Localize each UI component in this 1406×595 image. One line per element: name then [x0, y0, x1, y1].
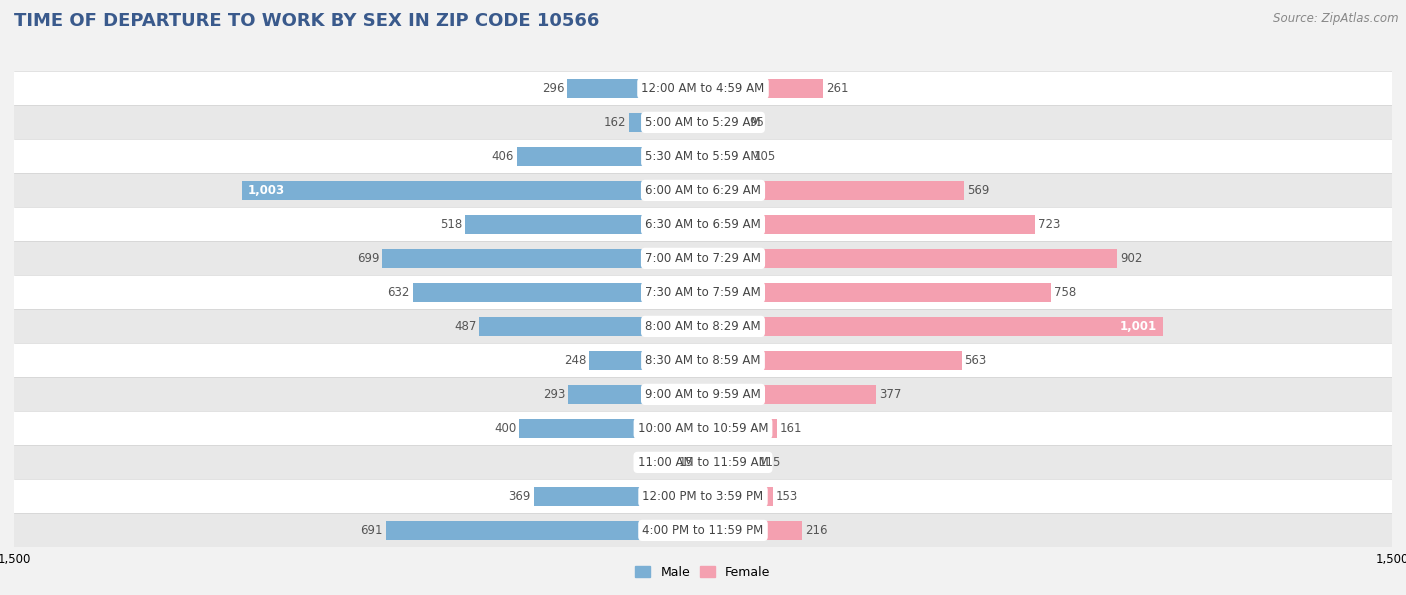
- Bar: [14, 71, 1392, 105]
- Bar: [703, 180, 965, 201]
- Text: 699: 699: [357, 252, 380, 265]
- Text: 153: 153: [776, 490, 799, 503]
- Text: 5:30 AM to 5:59 AM: 5:30 AM to 5:59 AM: [645, 150, 761, 163]
- Bar: [703, 350, 962, 370]
- Text: 691: 691: [360, 524, 382, 537]
- Bar: [14, 105, 1392, 139]
- Bar: [413, 283, 703, 302]
- Text: 400: 400: [495, 422, 516, 435]
- Bar: [703, 487, 773, 506]
- Bar: [696, 453, 703, 472]
- Bar: [242, 180, 703, 201]
- Text: 248: 248: [564, 354, 586, 367]
- Text: 115: 115: [759, 456, 780, 469]
- Bar: [14, 480, 1392, 513]
- Text: 6:30 AM to 6:59 AM: 6:30 AM to 6:59 AM: [645, 218, 761, 231]
- Text: 8:30 AM to 8:59 AM: 8:30 AM to 8:59 AM: [645, 354, 761, 367]
- Text: 162: 162: [603, 116, 626, 129]
- Bar: [465, 215, 703, 234]
- Text: 12:00 AM to 4:59 AM: 12:00 AM to 4:59 AM: [641, 82, 765, 95]
- Bar: [382, 249, 703, 268]
- Text: 15: 15: [679, 456, 693, 469]
- Bar: [14, 411, 1392, 446]
- Text: 6:00 AM to 6:29 AM: 6:00 AM to 6:29 AM: [645, 184, 761, 197]
- Bar: [703, 79, 823, 98]
- Bar: [567, 79, 703, 98]
- Text: 1,003: 1,003: [247, 184, 285, 197]
- Text: 161: 161: [780, 422, 803, 435]
- Text: 902: 902: [1121, 252, 1143, 265]
- Bar: [14, 377, 1392, 411]
- Text: 105: 105: [754, 150, 776, 163]
- Text: Source: ZipAtlas.com: Source: ZipAtlas.com: [1274, 12, 1399, 25]
- Text: 296: 296: [541, 82, 564, 95]
- Text: TIME OF DEPARTURE TO WORK BY SEX IN ZIP CODE 10566: TIME OF DEPARTURE TO WORK BY SEX IN ZIP …: [14, 12, 599, 30]
- Text: 8:00 AM to 8:29 AM: 8:00 AM to 8:29 AM: [645, 320, 761, 333]
- Text: 369: 369: [509, 490, 531, 503]
- Text: 95: 95: [749, 116, 765, 129]
- Bar: [14, 343, 1392, 377]
- Text: 12:00 PM to 3:59 PM: 12:00 PM to 3:59 PM: [643, 490, 763, 503]
- Bar: [533, 487, 703, 506]
- Bar: [703, 249, 1118, 268]
- Legend: Male, Female: Male, Female: [630, 561, 776, 584]
- Bar: [14, 139, 1392, 173]
- Text: 632: 632: [388, 286, 411, 299]
- Text: 216: 216: [806, 524, 828, 537]
- Bar: [479, 317, 703, 336]
- Bar: [703, 418, 778, 439]
- Text: 377: 377: [879, 388, 901, 401]
- Text: 9:00 AM to 9:59 AM: 9:00 AM to 9:59 AM: [645, 388, 761, 401]
- Bar: [14, 275, 1392, 309]
- Text: 7:00 AM to 7:29 AM: 7:00 AM to 7:29 AM: [645, 252, 761, 265]
- Text: 4:00 PM to 11:59 PM: 4:00 PM to 11:59 PM: [643, 524, 763, 537]
- Bar: [519, 418, 703, 439]
- Bar: [703, 384, 876, 404]
- Text: 406: 406: [491, 150, 513, 163]
- Text: 293: 293: [543, 388, 565, 401]
- Text: 569: 569: [967, 184, 990, 197]
- Bar: [703, 317, 1163, 336]
- Text: 11:00 AM to 11:59 AM: 11:00 AM to 11:59 AM: [638, 456, 768, 469]
- Bar: [703, 453, 756, 472]
- Bar: [703, 112, 747, 132]
- Text: 7:30 AM to 7:59 AM: 7:30 AM to 7:59 AM: [645, 286, 761, 299]
- Bar: [703, 146, 751, 166]
- Text: 261: 261: [825, 82, 848, 95]
- Bar: [568, 384, 703, 404]
- Bar: [516, 146, 703, 166]
- Text: 518: 518: [440, 218, 463, 231]
- Bar: [14, 446, 1392, 480]
- Text: 563: 563: [965, 354, 987, 367]
- Bar: [703, 521, 803, 540]
- Bar: [14, 208, 1392, 242]
- Text: 10:00 AM to 10:59 AM: 10:00 AM to 10:59 AM: [638, 422, 768, 435]
- Bar: [703, 215, 1035, 234]
- Bar: [589, 350, 703, 370]
- Text: 758: 758: [1054, 286, 1076, 299]
- Text: 1,001: 1,001: [1121, 320, 1157, 333]
- Bar: [14, 242, 1392, 275]
- Text: 487: 487: [454, 320, 477, 333]
- Bar: [385, 521, 703, 540]
- Bar: [14, 309, 1392, 343]
- Bar: [703, 283, 1052, 302]
- Bar: [14, 513, 1392, 547]
- Bar: [14, 173, 1392, 208]
- Bar: [628, 112, 703, 132]
- Text: 723: 723: [1038, 218, 1060, 231]
- Text: 5:00 AM to 5:29 AM: 5:00 AM to 5:29 AM: [645, 116, 761, 129]
